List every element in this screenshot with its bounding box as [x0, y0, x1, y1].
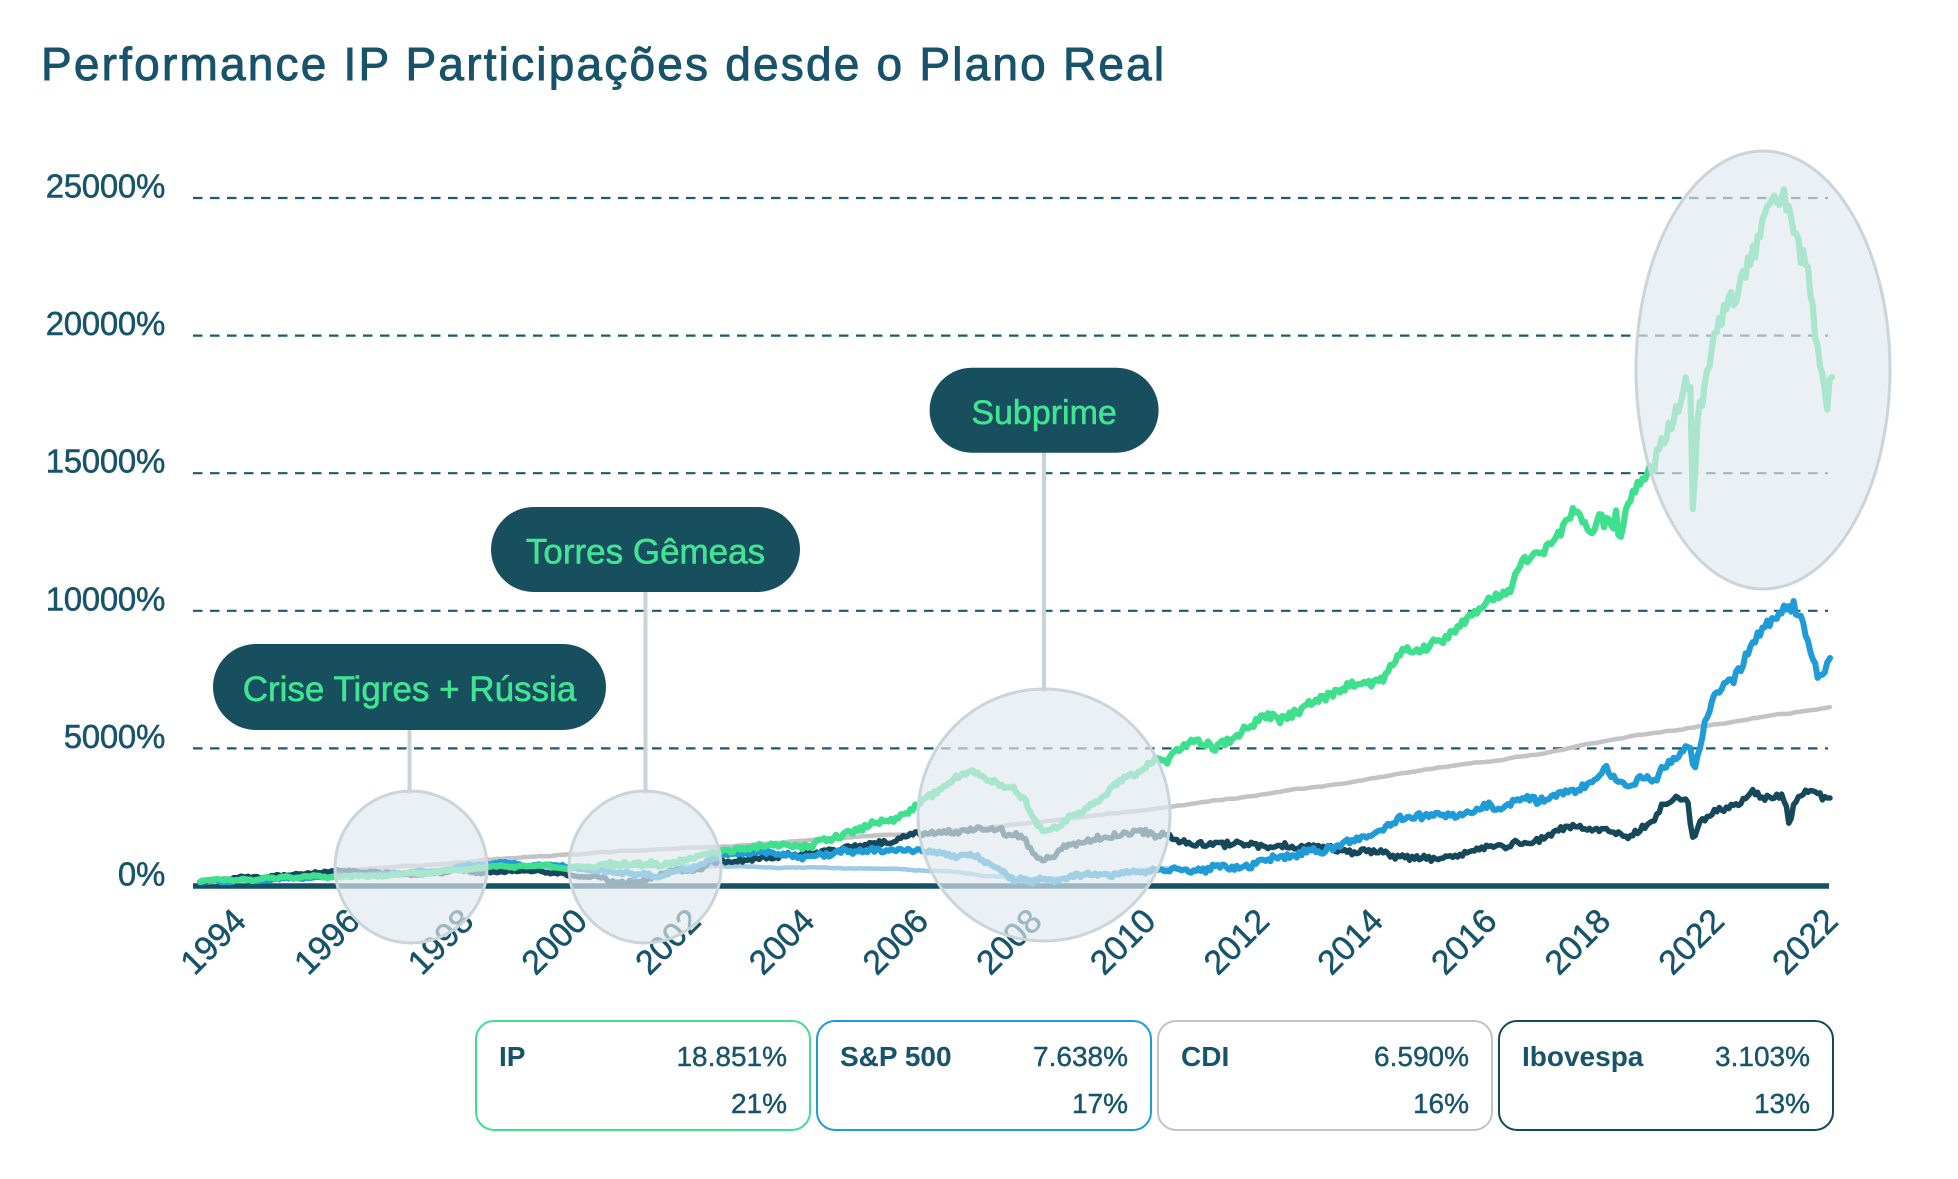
- svg-text:5000%: 5000%: [64, 718, 165, 755]
- svg-text:S&P 500: S&P 500: [840, 1041, 952, 1072]
- svg-text:17%: 17%: [1072, 1088, 1128, 1119]
- svg-text:16%: 16%: [1413, 1088, 1469, 1119]
- svg-text:Performance IP Participações d: Performance IP Participações desde o Pla…: [41, 38, 1166, 90]
- svg-text:0%: 0%: [118, 856, 165, 893]
- svg-text:13%: 13%: [1754, 1088, 1810, 1119]
- svg-text:Crise Tigres + Rússia: Crise Tigres + Rússia: [243, 670, 577, 709]
- svg-text:CDI: CDI: [1181, 1041, 1229, 1072]
- svg-text:15000%: 15000%: [46, 443, 165, 480]
- svg-text:21%: 21%: [731, 1088, 787, 1119]
- svg-text:18.851%: 18.851%: [676, 1041, 787, 1072]
- svg-text:25000%: 25000%: [46, 168, 165, 205]
- svg-text:10000%: 10000%: [46, 580, 165, 617]
- svg-text:IP: IP: [499, 1041, 525, 1072]
- svg-text:6.590%: 6.590%: [1374, 1041, 1469, 1072]
- svg-text:Subprime: Subprime: [971, 394, 1117, 432]
- svg-text:20000%: 20000%: [46, 305, 165, 342]
- svg-text:7.638%: 7.638%: [1033, 1041, 1128, 1072]
- svg-text:Torres Gêmeas: Torres Gêmeas: [526, 533, 765, 572]
- svg-text:Ibovespa: Ibovespa: [1522, 1041, 1644, 1072]
- svg-text:3.103%: 3.103%: [1715, 1041, 1810, 1072]
